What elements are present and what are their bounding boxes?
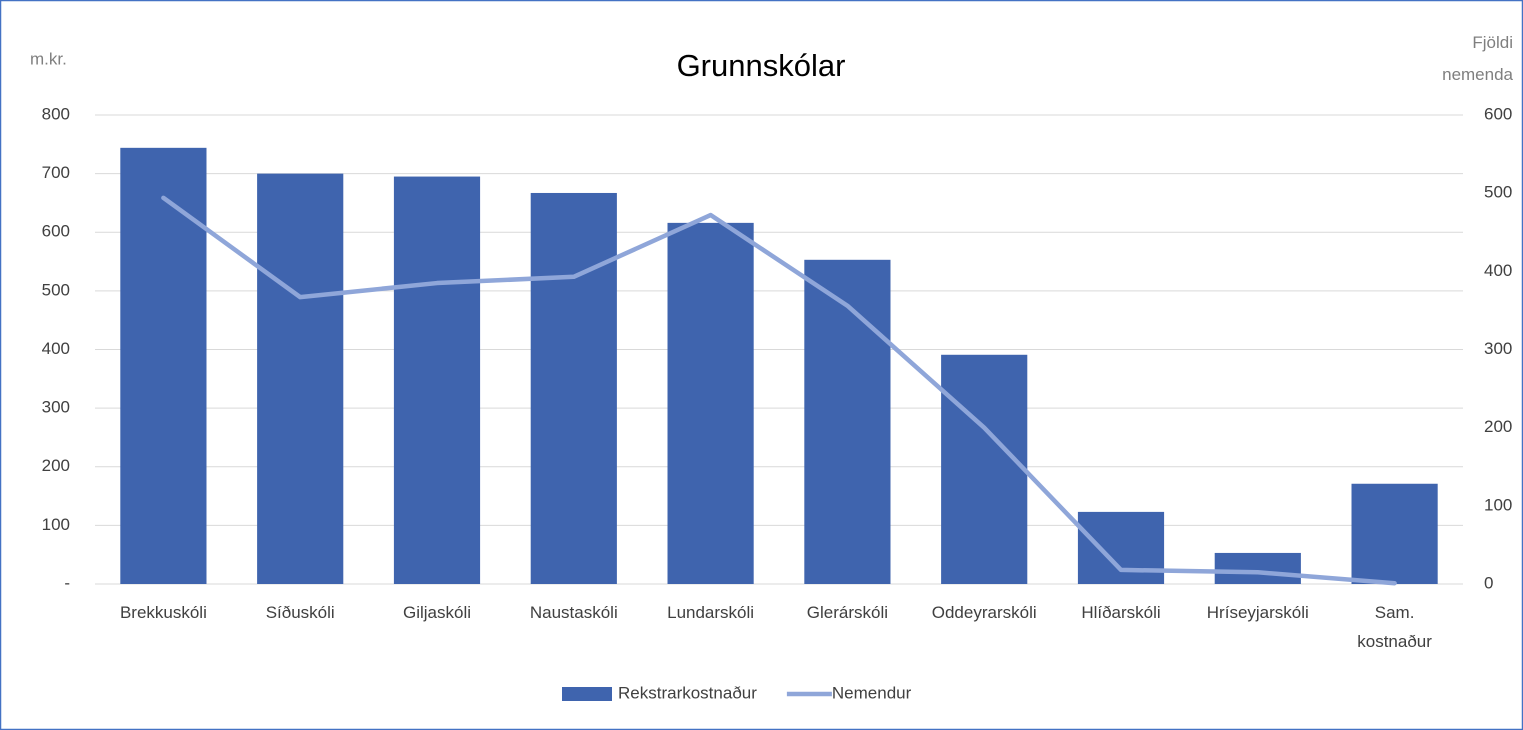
y-tick-label: 100 (42, 515, 70, 534)
y2-tick-label: 100 (1484, 495, 1512, 514)
y2-axis-title: Fjöldi nemenda (1442, 33, 1513, 84)
y2-tick-label: 200 (1484, 417, 1512, 436)
y-tick-label: 700 (42, 163, 70, 182)
legend-label: Nemendur (832, 683, 912, 702)
x-tick-label: Hlíðarskóli (1081, 603, 1160, 622)
x-tick-label: Brekkuskóli (120, 603, 207, 622)
y-tick-label: 800 (42, 104, 70, 123)
bar (393, 176, 481, 584)
bar (1214, 552, 1301, 584)
bar (1077, 511, 1165, 584)
bar (667, 222, 754, 584)
x-tick-label: Hríseyjarskóli (1207, 603, 1309, 622)
x-tick-label: Oddeyrarskóli (932, 603, 1037, 622)
bar (120, 147, 207, 584)
y-tick-label: - (64, 573, 70, 592)
y2-tick-label: 400 (1484, 261, 1512, 280)
bar (530, 192, 617, 584)
y-tick-label: 500 (42, 280, 70, 299)
line (161, 195, 1397, 586)
legend-label: Rekstrarkostnaður (618, 683, 757, 702)
y-tick-label: 400 (42, 339, 70, 358)
x-tick-label: Glerárskóli (807, 603, 888, 622)
y2-tick-label: 300 (1484, 339, 1512, 358)
y2-tick-label: 500 (1484, 183, 1512, 202)
chart-title: Grunnskólar (677, 48, 846, 83)
x-tick-label: Giljaskóli (403, 603, 471, 622)
legend-swatch (562, 687, 612, 701)
x-tick-label: Naustaskóli (530, 603, 618, 622)
y2-tick-label: 600 (1484, 104, 1512, 123)
y-tick-label: 600 (42, 222, 70, 241)
bar (804, 259, 891, 584)
x-tick-label: Síðuskóli (266, 603, 335, 622)
bar (257, 173, 344, 584)
y-tick-label: 200 (42, 456, 70, 475)
y-axis-title: m.kr. (30, 49, 67, 68)
x-tick-label: Sam. kostnaður (1357, 603, 1432, 651)
bar (1351, 483, 1438, 584)
y-tick-label: 300 (42, 398, 70, 417)
bar (941, 354, 1028, 584)
y2-tick-label: 0 (1484, 573, 1493, 592)
x-tick-label: Lundarskóli (667, 603, 754, 622)
